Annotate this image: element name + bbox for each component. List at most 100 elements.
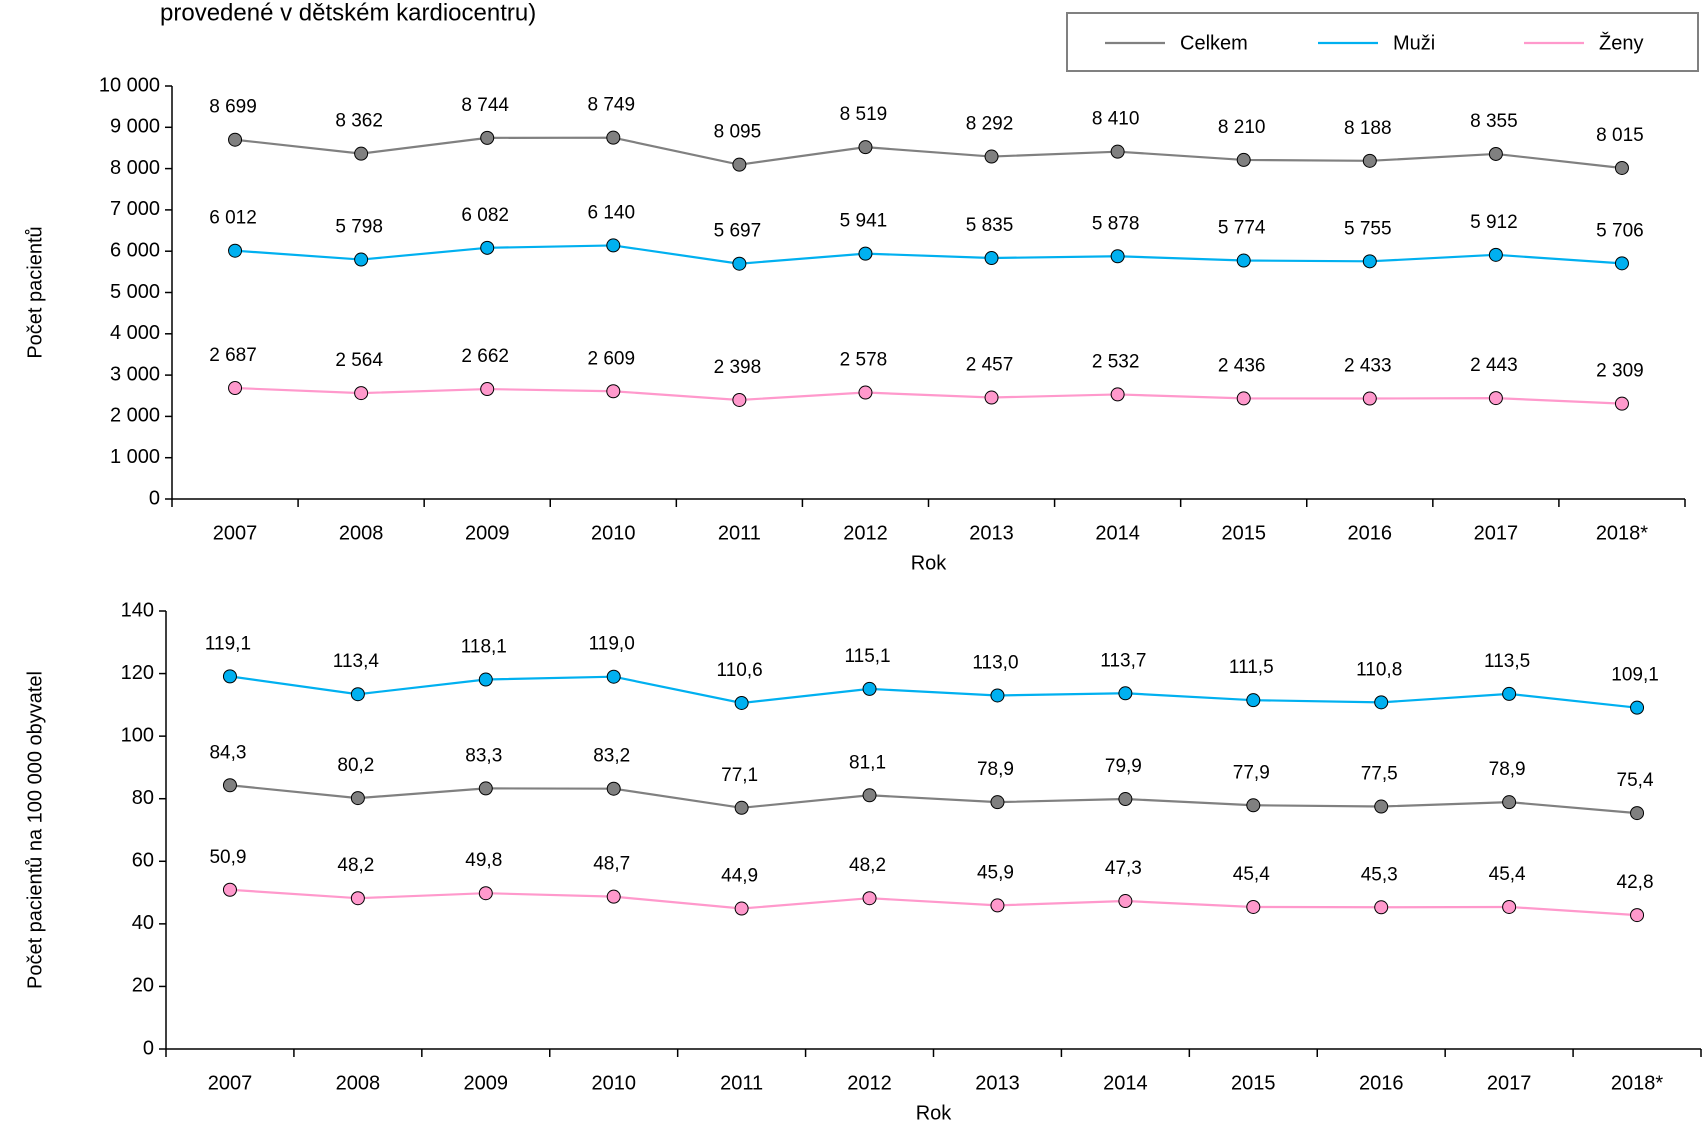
y-tick-label: 3 000 (110, 363, 160, 385)
marker (1362, 391, 1377, 406)
marker (1502, 686, 1517, 701)
marker (1488, 146, 1503, 161)
data-label: 6 012 (209, 208, 257, 229)
marker (1614, 160, 1629, 175)
y-tick-label: 0 (143, 1037, 154, 1059)
x-tick-label: 2010 (591, 1072, 636, 1094)
y-tick-label: 5 000 (110, 281, 160, 303)
data-label: 5 774 (1218, 218, 1266, 239)
marker (478, 886, 493, 901)
data-label: 8 519 (840, 104, 888, 125)
data-label: 2 532 (1092, 351, 1140, 372)
y-tick-label: 40 (132, 912, 154, 934)
data-label: 8 015 (1596, 125, 1644, 146)
marker (990, 898, 1005, 913)
data-label: 44,9 (721, 866, 758, 887)
data-label: 5 697 (714, 221, 762, 242)
marker (984, 251, 999, 266)
marker (1488, 391, 1503, 406)
x-tick-label: 2010 (591, 522, 636, 544)
data-label: 8 410 (1092, 109, 1140, 130)
y-axis-label: Počet pacientů (24, 226, 46, 358)
data-label: 49,8 (465, 850, 502, 871)
x-tick-label: 2012 (847, 1072, 892, 1094)
marker (1502, 899, 1517, 914)
y-tick-label: 0 (149, 487, 160, 509)
y-tick-label: 140 (121, 599, 154, 621)
x-tick-label: 2017 (1474, 522, 1519, 544)
data-label: 45,3 (1361, 864, 1398, 885)
y-tick-label: 8 000 (110, 157, 160, 179)
data-label: 113,4 (333, 651, 380, 672)
data-label: 8 095 (714, 122, 762, 143)
x-tick-label: 2016 (1348, 522, 1393, 544)
data-label: 78,9 (1489, 759, 1526, 780)
x-tick-label: 2008 (336, 1072, 381, 1094)
data-label: 115,1 (844, 646, 890, 667)
data-label: 2 609 (588, 348, 636, 369)
legend (1066, 12, 1699, 72)
marker (1118, 792, 1133, 807)
data-label: 2 564 (335, 350, 383, 371)
series-line (229, 675, 1638, 709)
x-tick-label: 2013 (975, 1072, 1020, 1094)
data-label: 8 210 (1218, 117, 1266, 138)
data-label: 81,1 (849, 752, 886, 773)
data-label: 83,3 (465, 745, 502, 766)
marker (1630, 908, 1645, 923)
y-tick-label: 10 000 (99, 74, 160, 96)
series-line (229, 784, 1638, 815)
marker (1236, 391, 1251, 406)
marker (478, 781, 493, 796)
y-tick-label: 20 (132, 975, 154, 997)
marker (354, 386, 369, 401)
marker (350, 891, 365, 906)
data-label: 48,2 (337, 855, 374, 876)
data-label: 110,8 (1356, 659, 1402, 680)
data-label: 77,5 (1361, 764, 1398, 785)
series-line (234, 136, 1623, 170)
marker (1630, 700, 1645, 715)
marker (606, 130, 621, 145)
x-tick-label: 2015 (1221, 522, 1266, 544)
marker (732, 256, 747, 271)
data-label: 6 082 (461, 205, 509, 226)
chart-title: provedené v dětském kardiocentru) (160, 0, 536, 26)
data-label: 42,8 (1617, 872, 1654, 893)
legend-label: Ženy (1599, 31, 1643, 54)
marker (480, 240, 495, 255)
marker (1246, 693, 1261, 708)
y-tick-label: 80 (132, 787, 154, 809)
data-label: 113,5 (1484, 651, 1530, 672)
data-label: 2 433 (1344, 356, 1392, 377)
data-label: 110,6 (717, 660, 763, 681)
y-tick-label: 6 000 (110, 239, 160, 261)
x-axis-label: Rok (911, 552, 948, 574)
data-label: 5 755 (1344, 218, 1392, 239)
marker (1118, 894, 1133, 909)
series-line (234, 386, 1623, 405)
data-label: 2 578 (840, 350, 888, 371)
x-tick-label: 2011 (718, 522, 761, 544)
data-label: 5 878 (1092, 213, 1140, 234)
data-label: 8 749 (588, 95, 636, 116)
x-tick-label: 2013 (969, 522, 1014, 544)
marker (858, 246, 873, 261)
data-label: 2 436 (1218, 355, 1266, 376)
data-label: 111,5 (1229, 657, 1274, 678)
x-tick-label: 2009 (464, 1072, 509, 1094)
marker (606, 238, 621, 253)
legend-label: Muži (1393, 32, 1435, 54)
data-label: 8 355 (1470, 111, 1518, 132)
marker (354, 252, 369, 267)
y-tick-label: 60 (132, 850, 154, 872)
marker (858, 140, 873, 155)
marker (1374, 695, 1389, 710)
marker (1488, 247, 1503, 262)
y-tick-label: 2 000 (110, 405, 160, 427)
series-line (229, 888, 1638, 917)
marker (480, 130, 495, 145)
x-tick-label: 2007 (208, 1072, 253, 1094)
data-label: 2 309 (1596, 361, 1644, 382)
